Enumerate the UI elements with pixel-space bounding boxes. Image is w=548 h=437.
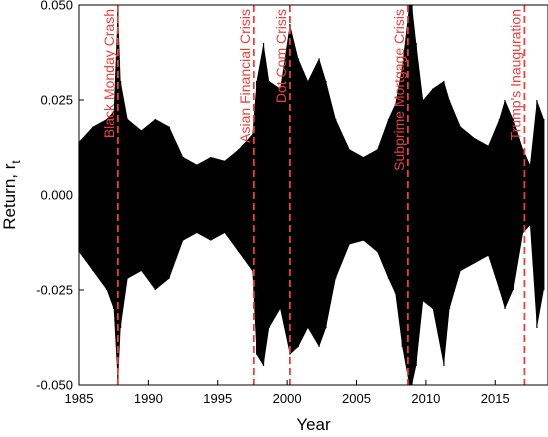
y-tick-label: 0.050 <box>40 0 73 13</box>
y-axis-title: Return, rt <box>0 160 23 230</box>
x-tick-label: 2010 <box>411 391 440 406</box>
event-label-4: Trump's Inauguration <box>507 9 523 140</box>
ticks-layer: 1985 1990 1995 2000 2005 2010 2015 -0.050 -0.025… <box>36 0 510 406</box>
x-tick-label: 2000 <box>273 391 302 406</box>
x-tick-label: 2005 <box>342 391 371 406</box>
x-tick-label: 1985 <box>65 391 94 406</box>
y-tick-label: -0.025 <box>36 283 73 298</box>
event-label-3: Subprime Mortgage Crisis <box>391 9 407 171</box>
y-axis-title-main: Return, r <box>0 163 19 229</box>
x-tick-label: 1995 <box>203 391 232 406</box>
events-layer: Black Monday Crash Asian Financial Crisis… <box>101 5 526 385</box>
event-label-1: Asian Financial Crisis <box>237 9 253 143</box>
series-layer <box>78 5 545 385</box>
x-tick-label: 2015 <box>481 391 510 406</box>
event-label-0: Black Monday Crash <box>101 9 117 138</box>
y-axis-title-subscript: t <box>9 160 23 164</box>
event-label-2: Dot Com Crisis <box>273 9 289 103</box>
x-tick-label: 1990 <box>134 391 163 406</box>
x-axis-title: Year <box>296 415 331 434</box>
y-tick-label: 0.025 <box>40 93 73 108</box>
series-envelope-0 <box>79 5 544 385</box>
y-tick-label: -0.050 <box>36 378 73 393</box>
y-tick-label: 0.000 <box>40 188 73 203</box>
